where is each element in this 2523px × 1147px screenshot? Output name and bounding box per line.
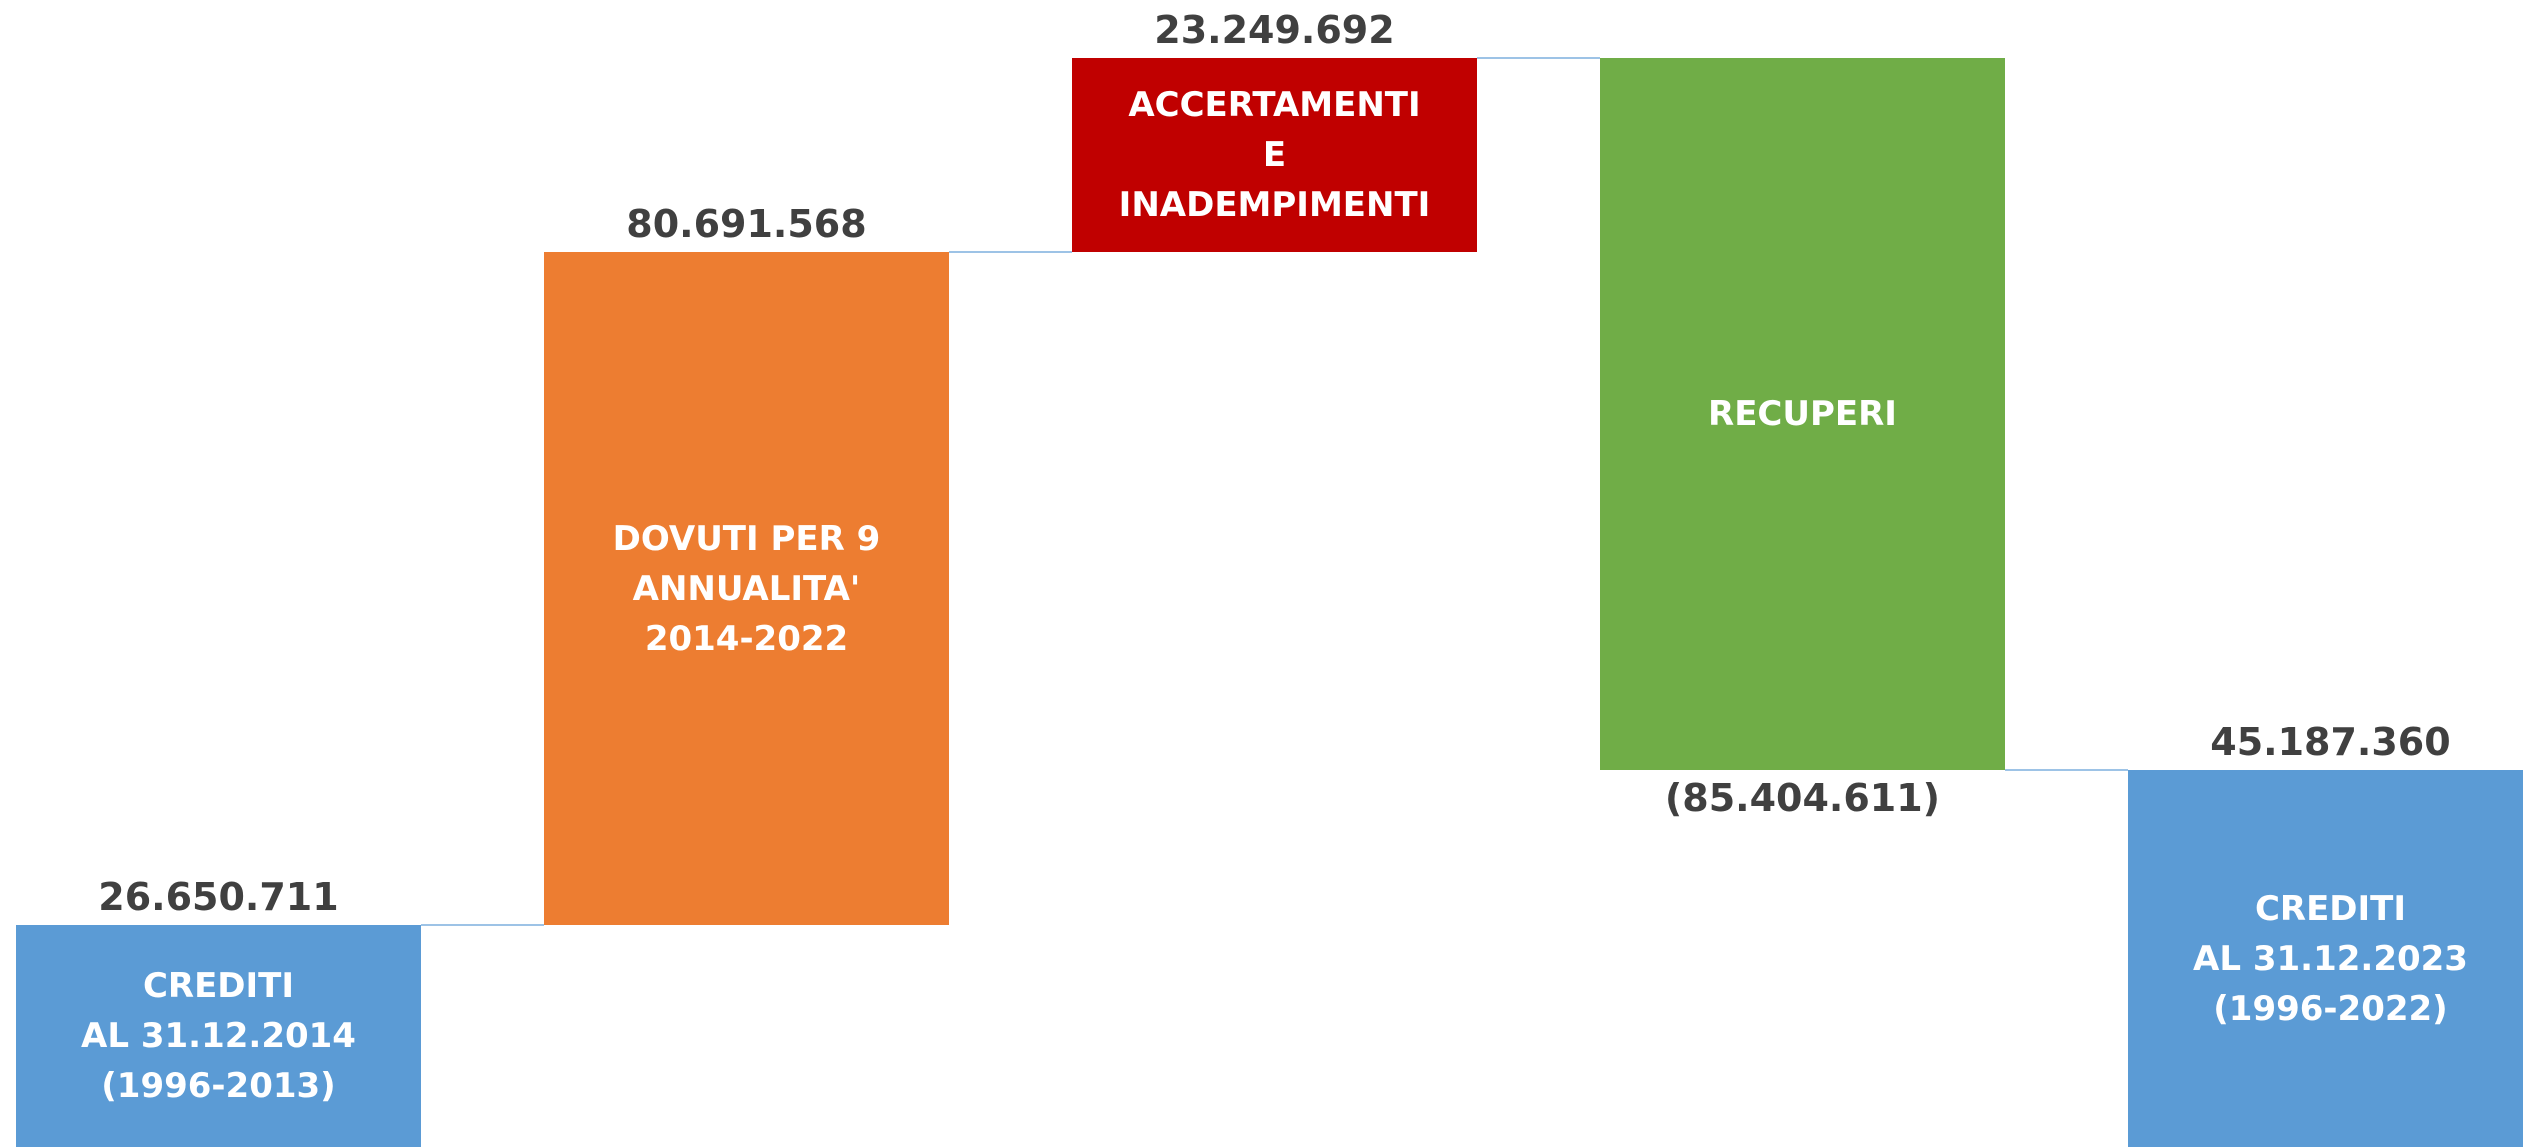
value-label: (85.404.611) — [1664, 776, 1941, 821]
bar-label: ACCERTAMENTI E INADEMPIMENTI — [1118, 85, 1431, 226]
connector — [1477, 57, 1600, 60]
bar-label: DOVUTI PER 9 ANNUALITA' 2014-2022 — [612, 518, 881, 659]
bar — [2128, 770, 2523, 1147]
connector — [949, 251, 1072, 254]
bar-label: CREDITI AL 31.12.2023 (1996-2022) — [2193, 888, 2468, 1029]
value-label: 80.691.568 — [626, 202, 867, 247]
value-label: 45.187.360 — [2210, 720, 2451, 765]
value-label: 23.249.692 — [1154, 8, 1395, 53]
value-label: 26.650.711 — [98, 874, 339, 919]
bar — [1072, 58, 1477, 253]
bar — [16, 924, 421, 1147]
connector — [421, 923, 544, 926]
bar — [1600, 58, 2005, 771]
connector — [2005, 769, 2128, 772]
bar-label: RECUPERI — [1708, 394, 1897, 435]
bar — [544, 252, 949, 925]
bar-label: CREDITI AL 31.12.2014 (1996-2013) — [81, 965, 356, 1106]
